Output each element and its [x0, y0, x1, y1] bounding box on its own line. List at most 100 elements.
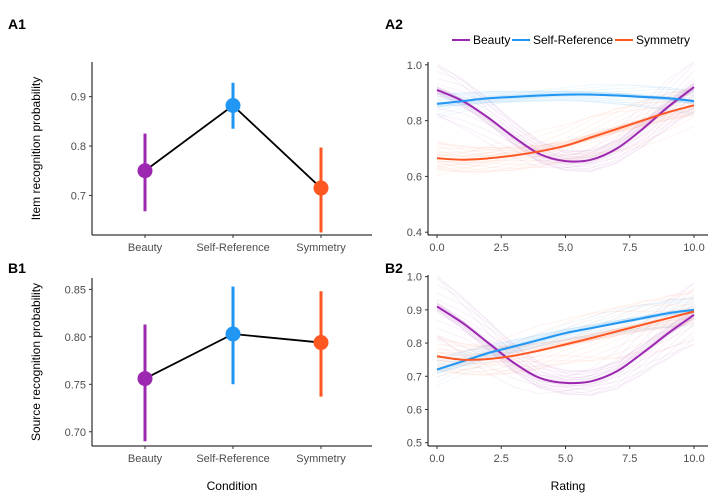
a2-band-draw-beauty — [436, 89, 695, 172]
b2-band-draw-beauty — [436, 292, 695, 377]
panel-a1: 0.7 0.8 0.9 Beauty Self-Reference Symmetry Ite… — [29, 62, 372, 254]
b2-x-tick-label: 10.0 — [683, 453, 704, 465]
a2-band-draw-symmetry — [436, 89, 695, 157]
a2-band-draw-symmetry — [436, 94, 695, 157]
b2-band-draw-self-reference — [436, 323, 695, 383]
a2-x-tick-label: 7.5 — [622, 242, 637, 254]
legend-label-self-reference: Self-Reference — [533, 33, 613, 47]
a2-band-draw-beauty — [436, 61, 695, 160]
b2-band-draw-self-reference — [436, 302, 695, 363]
b2-band-draw-self-reference — [436, 301, 695, 365]
a2-band-draw-self-reference — [436, 99, 695, 106]
b2-band-draw-symmetry — [436, 315, 695, 363]
a2-mean-line-beauty — [436, 86, 695, 163]
b2-band-draw-symmetry — [436, 305, 695, 352]
b1-point-beauty — [137, 371, 153, 387]
a2-mean-line-symmetry — [436, 104, 695, 161]
a2-band-draw-beauty — [436, 77, 695, 156]
a2-x-tick-label: 0.0 — [429, 242, 444, 254]
a1-point-beauty — [137, 163, 153, 179]
b2-band-draw-beauty — [436, 334, 695, 395]
a1-y-axis-title: Item recognition probability — [29, 77, 43, 220]
a1-x-tick-label-self-reference: Self-Reference — [196, 242, 269, 254]
b2-band-draw-self-reference — [436, 298, 695, 362]
a2-band-draw-beauty — [436, 84, 695, 154]
panel-label-b1: B1 — [8, 260, 26, 276]
b2-band-draw-self-reference — [436, 297, 695, 359]
a2-x-tick-label: 2.5 — [494, 242, 509, 254]
a2-band-draw-beauty — [436, 111, 695, 165]
a2-band-draw-beauty — [436, 61, 695, 157]
b2-band-draw-beauty — [436, 304, 695, 374]
b1-point-self-reference — [225, 326, 241, 342]
b1-y-axis-title: Source recognition probability — [29, 283, 43, 441]
b2-x-tick-label: 7.5 — [622, 453, 637, 465]
a2-band-draw-beauty — [436, 88, 695, 169]
b2-y-tick-label: 0.6 — [407, 404, 422, 416]
b1-x-tick-label-symmetry: Symmetry — [296, 453, 346, 465]
a2-y-tick-label: 0.6 — [407, 171, 422, 183]
a2-band-draw-beauty — [436, 64, 695, 160]
b1-point-symmetry — [313, 335, 329, 351]
b2-band-draw-symmetry — [436, 313, 695, 372]
a2-band-draw-self-reference — [436, 97, 695, 106]
x-axis-title-condition: Condition — [207, 479, 258, 493]
a2-band-draw-self-reference — [436, 95, 695, 118]
b1-y-tick-label: 0.70 — [65, 427, 86, 439]
a1-y-tick-label: 0.7 — [71, 190, 86, 202]
a2-x-tick-label: 10.0 — [683, 242, 704, 254]
legend-label-beauty: Beauty — [473, 33, 510, 47]
b2-mean-line-symmetry — [436, 310, 695, 361]
a2-y-tick-label: 1.0 — [407, 60, 422, 72]
x-axis-title-rating: Rating — [551, 479, 586, 493]
b2-band-draw-beauty — [436, 301, 695, 383]
a2-band-draw-beauty — [436, 107, 695, 168]
b2-band-draw-self-reference — [436, 314, 695, 375]
a2-band-draw-self-reference — [436, 95, 695, 115]
b2-y-tick-label: 0.5 — [407, 438, 422, 450]
b2-band-draw-symmetry — [436, 317, 695, 368]
b2-band-draw-beauty — [436, 334, 695, 387]
b2-band-draw-beauty — [436, 307, 695, 394]
b2-band-draw-beauty — [436, 277, 695, 381]
a2-y-tick-label: 0.4 — [407, 227, 422, 239]
a2-band-draw-beauty — [436, 70, 695, 158]
b2-band-draw-beauty — [436, 308, 695, 392]
b2-band-draw-symmetry — [436, 323, 695, 374]
a2-band-draw-beauty — [436, 88, 695, 171]
b2-band-draw-symmetry — [436, 309, 695, 356]
a2-y-tick-label: 0.8 — [407, 116, 422, 128]
b2-y-tick-label: 1.0 — [407, 272, 422, 284]
b1-x-tick-label-beauty: Beauty — [128, 453, 163, 465]
a2-band-draw-beauty — [436, 82, 695, 153]
b2-band-draw-beauty — [436, 319, 695, 395]
b2-band-draw-symmetry — [436, 321, 695, 376]
a1-point-self-reference — [225, 97, 241, 113]
legend: Beauty Self-Reference Symmetry — [452, 33, 690, 47]
a2-band-draw-beauty — [436, 94, 695, 173]
a2-band-draw-symmetry — [436, 86, 695, 154]
b2-band-draw-beauty — [436, 312, 695, 397]
b2-band-draw-self-reference — [436, 299, 695, 360]
a2-band-draw-beauty — [436, 100, 695, 171]
b2-band-draw-symmetry — [436, 317, 695, 377]
a2-band-draw-symmetry — [436, 95, 695, 149]
b1-y-tick-label: 0.75 — [65, 379, 86, 391]
a2-band-draw-self-reference — [436, 85, 695, 98]
b2-band-draw-beauty — [436, 299, 695, 373]
b2-band-draw-symmetry — [436, 314, 695, 375]
b2-x-tick-label: 2.5 — [494, 453, 509, 465]
b1-x-tick-label-self-reference: Self-Reference — [196, 453, 269, 465]
panel-a2: 0.4 0.6 0.8 1.0 0.0 2.5 5.0 7.5 10.0 — [407, 60, 708, 254]
panel-b2: 0.5 0.6 0.7 0.8 0.9 1.0 0.0 2.5 5.0 7.5 10.0 — [407, 272, 708, 465]
b2-band-draw-symmetry — [436, 290, 695, 351]
a2-band-draw-symmetry — [436, 101, 695, 156]
b2-band-draw-symmetry — [436, 310, 695, 360]
b2-mean-line-beauty — [436, 305, 695, 385]
b2-band-draw-self-reference — [436, 319, 695, 379]
a2-band-draw-symmetry — [436, 125, 695, 176]
b2-band-draw-beauty — [436, 303, 695, 372]
panel-b1: 0.70 0.75 0.80 0.85 Beauty Self-Reference Symm… — [29, 278, 372, 465]
b2-band-draw-self-reference — [436, 325, 695, 387]
b2-band-draw-self-reference — [436, 308, 695, 370]
